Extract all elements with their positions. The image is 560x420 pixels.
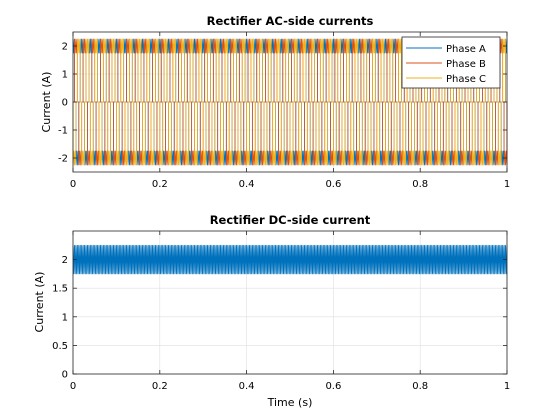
dc-current-axes: 0 0.2 0.4 0.6 0.8 1 0 0.5 1 1.5 2 Rectifier DC-sid…: [33, 213, 510, 409]
dc-xtick-label: 0.2: [152, 381, 168, 392]
ac-ytick-label: 1: [62, 70, 68, 81]
ac-ylabel: Current (A): [40, 72, 53, 133]
dc-xtick-label: 0: [70, 381, 76, 392]
ac-xtick-label: 0: [70, 179, 76, 190]
ac-xtick-label: 0.6: [325, 179, 341, 190]
ac-xtick-label: 0.4: [239, 179, 255, 190]
dc-series-group: [72, 244, 508, 275]
ac-ytick-label: -1: [58, 126, 68, 137]
dc-ytick-label: 0: [62, 370, 68, 381]
dc-ytick-label: 1: [62, 312, 68, 323]
ac-ytick-label: 2: [62, 42, 68, 53]
series-line-dc-current: [72, 244, 508, 275]
dc-xtick-label: 0.6: [325, 381, 341, 392]
dc-xtick-label: 0.8: [412, 381, 428, 392]
ac-xtick-label: 1: [504, 179, 510, 190]
legend-label-phase-a: Phase A: [446, 44, 486, 55]
dc-ylabel: Current (A): [33, 272, 46, 333]
ac-title: Rectifier AC-side currents: [207, 14, 374, 28]
dc-axes-box: [72, 230, 508, 375]
dc-xtick-label: 1: [504, 381, 510, 392]
dc-ytick-label: 2: [62, 255, 68, 266]
ac-ytick-label: 0: [62, 98, 68, 109]
ac-ytick-label: -2: [58, 154, 68, 165]
legend-label-phase-c: Phase C: [446, 74, 486, 85]
ac-currents-axes: 0 0.2 0.4 0.6 0.8 1 -2 -1 0 1 2 Rectifier AC-side …: [40, 14, 510, 190]
ac-legend: Phase A Phase B Phase C: [401, 36, 501, 89]
ac-xtick-label: 0.8: [412, 179, 428, 190]
ac-ticks: 0 0.2 0.4 0.6 0.8 1 -2 -1 0 1 2: [58, 32, 510, 190]
dc-ytick-label: 0.5: [52, 341, 68, 352]
dc-ticks: 0 0.2 0.4 0.6 0.8 1 0 0.5 1 1.5 2: [52, 231, 510, 392]
legend-label-phase-b: Phase B: [446, 59, 486, 70]
dc-ytick-label: 1.5: [52, 284, 68, 295]
ac-xtick-label: 0.2: [152, 179, 168, 190]
dc-xlabel: Time (s): [267, 396, 313, 409]
dc-title: Rectifier DC-side current: [210, 213, 371, 227]
dc-xtick-label: 0.4: [239, 381, 255, 392]
